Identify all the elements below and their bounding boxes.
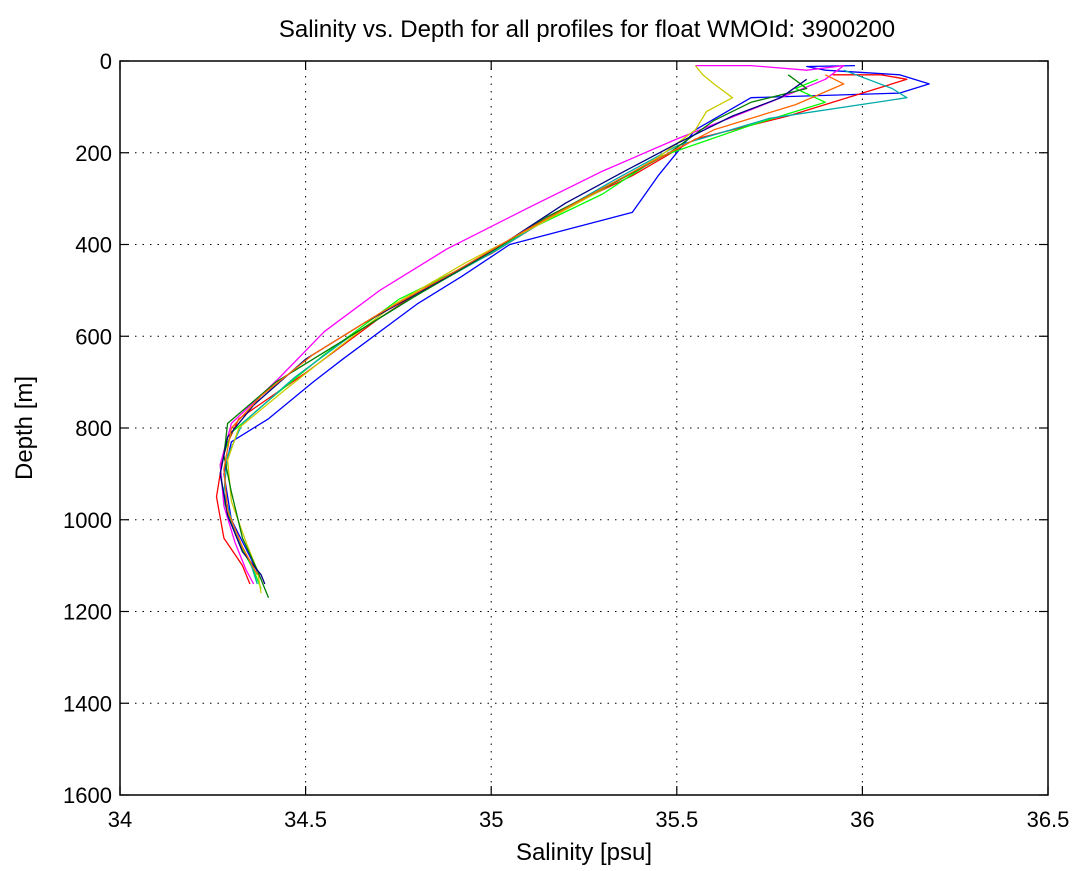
y-tick-label: 0 bbox=[100, 49, 112, 74]
x-tick-label: 35 bbox=[479, 807, 503, 832]
axis-ticks: 34 34.5 35 35.5 36 36.5 0 200 400 600 800 1000 1200 1… bbox=[63, 49, 1069, 832]
y-axis-label: Depth [m] bbox=[11, 376, 38, 480]
y-tick-label: 1000 bbox=[63, 508, 112, 533]
y-tick-label: 1200 bbox=[63, 600, 112, 625]
y-tick-label: 1400 bbox=[63, 691, 112, 716]
x-axis-label: Salinity [psu] bbox=[516, 839, 652, 866]
x-tick-label: 34 bbox=[108, 807, 132, 832]
y-tick-label: 400 bbox=[75, 233, 112, 258]
x-tick-label: 35.5 bbox=[655, 807, 698, 832]
profile-line-4 bbox=[223, 69, 908, 585]
y-tick-label: 200 bbox=[75, 141, 112, 166]
x-tick-label: 36 bbox=[850, 807, 874, 832]
profile-line-3 bbox=[219, 78, 826, 589]
profile-line-8 bbox=[219, 78, 808, 585]
y-tick-label: 1600 bbox=[63, 783, 112, 808]
y-tick-label: 800 bbox=[75, 416, 112, 441]
profile-line-5 bbox=[219, 64, 845, 585]
chart-title: Salinity vs. Depth for all profiles for … bbox=[279, 16, 895, 43]
profile-line-1 bbox=[223, 64, 930, 580]
series-lines bbox=[215, 64, 930, 598]
x-tick-label: 34.5 bbox=[284, 807, 327, 832]
profile-line-9 bbox=[223, 74, 845, 576]
y-tick-label: 600 bbox=[75, 324, 112, 349]
profile-line-2 bbox=[215, 74, 908, 585]
x-tick-label: 36.5 bbox=[1027, 807, 1070, 832]
profile-line-7 bbox=[223, 74, 808, 598]
profile-line-6 bbox=[226, 65, 734, 594]
grid-lines bbox=[120, 61, 1048, 795]
